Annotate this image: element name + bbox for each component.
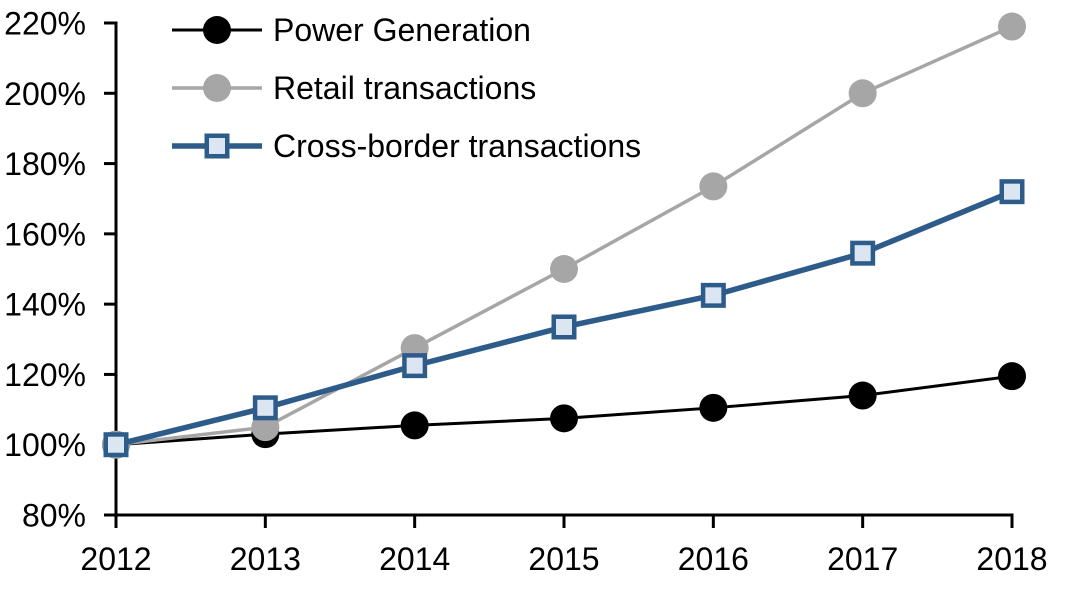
marker-square (999, 179, 1025, 205)
y-tick-label: 220% (4, 6, 86, 42)
marker-square (850, 240, 876, 266)
marker-circle (550, 255, 578, 283)
marker-circle (998, 362, 1026, 391)
marker-circle (550, 404, 578, 433)
legend-item-retail-transactions: Retail transactions (171, 59, 641, 117)
legend-marker-power-generation (172, 16, 262, 44)
series-cross-border-transactions (103, 179, 1025, 458)
x-tick-label: 2018 (976, 541, 1047, 577)
marker-square (252, 395, 278, 421)
marker-circle (848, 79, 877, 108)
legend-label: Cross-border transactions (273, 128, 642, 164)
marker-circle (203, 74, 231, 102)
legend-item-cross-border-transactions: Cross-border transactions (171, 117, 641, 175)
y-tick-label: 120% (4, 357, 86, 393)
marker-circle (203, 16, 231, 44)
marker-circle (400, 411, 429, 440)
axis-labels: 80% 100% 120% 140% 160% 180% 200% 220% 2012 2013 2… (4, 6, 1047, 578)
x-tick-label: 2017 (827, 541, 898, 577)
marker-circle (699, 393, 728, 422)
legend-item-power-generation: Power Generation (171, 1, 641, 59)
y-tick-label: 160% (4, 216, 86, 252)
legend-marker-cross-border-transactions (172, 133, 262, 159)
y-tick-label: 80% (22, 498, 86, 534)
legend: Power Generation Retail transactions Cro… (171, 1, 641, 175)
x-tick-label: 2014 (379, 541, 450, 577)
y-tick-label: 180% (4, 146, 86, 182)
marker-square (103, 432, 129, 458)
y-tick-label: 100% (4, 427, 86, 463)
marker-square (700, 282, 726, 308)
x-tick-label: 2012 (80, 541, 151, 577)
series-power-generation (102, 362, 1026, 459)
marker-circle (998, 12, 1026, 41)
marker-circle (848, 381, 877, 410)
y-tick-label: 140% (4, 287, 86, 323)
legend-label: Retail transactions (273, 70, 537, 106)
marker-square (204, 133, 230, 159)
y-tick-label: 200% (4, 76, 86, 112)
legend-marker-retail-transactions (172, 74, 262, 102)
x-tick-label: 2016 (678, 541, 749, 577)
marker-circle (699, 172, 728, 201)
marker-square (551, 314, 577, 340)
legend-label: Power Generation (273, 12, 531, 48)
marker-square (402, 353, 428, 379)
x-tick-label: 2015 (528, 541, 599, 577)
x-tick-label: 2013 (230, 541, 301, 577)
